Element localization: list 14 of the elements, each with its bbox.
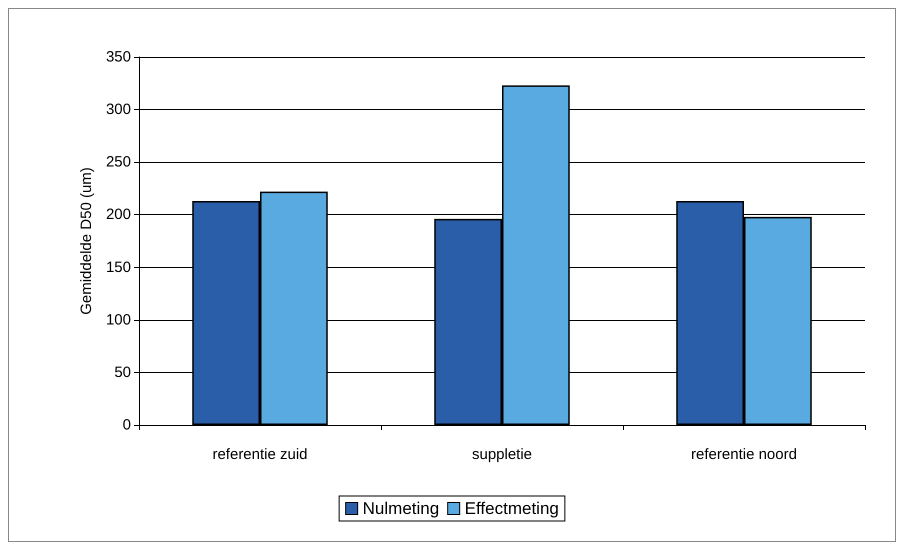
y-tick-label: 50: [114, 364, 131, 381]
y-tick-label: 350: [106, 48, 131, 66]
y-tick-label: 300: [106, 101, 131, 118]
y-axis-title: Gemiddelde D50 (um): [78, 167, 95, 315]
x-tick-label: suppletie: [472, 446, 532, 463]
y-tick-label: 100: [106, 311, 131, 328]
legend-label: Nulmeting: [362, 499, 440, 518]
x-tick-label: referentie zuid: [212, 446, 308, 463]
legend-label: Effectmeting: [464, 499, 559, 518]
y-tick-label: 0: [122, 416, 131, 434]
y-tick-label: 150: [106, 258, 131, 276]
y-tick-label: 250: [106, 154, 131, 171]
y-tick-label: 200: [106, 206, 131, 224]
x-tick-label: referentie noord: [691, 446, 797, 463]
